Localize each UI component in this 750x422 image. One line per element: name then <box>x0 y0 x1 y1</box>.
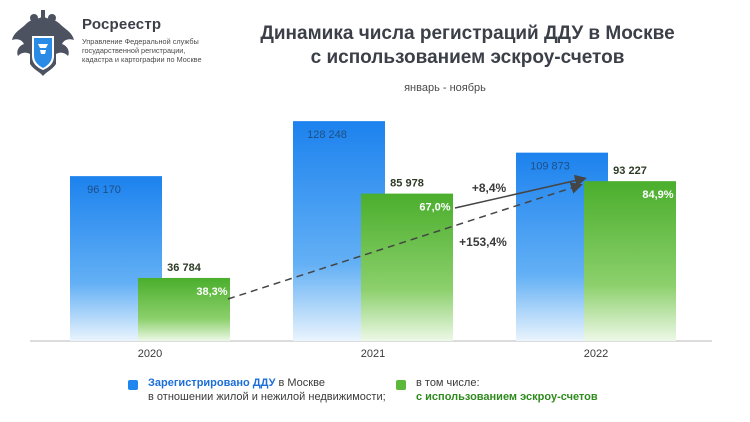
data-label-escrow-2021: 85 978 <box>390 178 424 190</box>
data-label-total-2021: 128 248 <box>307 129 347 141</box>
chart-title-line: с использованием эскроу-счетов <box>310 47 625 68</box>
chart-subtitle: январь - ноябрь <box>404 82 486 94</box>
legend-total-highlight: Зарегистрировано ДДУ <box>148 377 276 389</box>
annotation-total-growth: +8,4% <box>472 181 507 195</box>
chart-title-line: Динамика числа регистраций ДДУ в Москве <box>260 23 675 44</box>
legend-total: Зарегистрировано ДДУ в Москве в отношени… <box>128 376 386 404</box>
brand-subtitle-line: Управление Федеральной службы <box>82 37 199 46</box>
legend-swatch-blue <box>128 380 138 390</box>
brand-subtitle-line: кадастра и картографии по Москве <box>82 55 202 64</box>
legend-escrow: в том числе: с использованием эскроу-сче… <box>396 376 598 404</box>
legend-escrow-line1: в том числе: <box>416 377 480 389</box>
brand-subtitle-line: государственной регистрации, <box>82 46 186 55</box>
share-label-2021: 67,0% <box>419 202 450 214</box>
brand-block: Росреестр Управление Федеральной службы … <box>82 16 212 64</box>
annotation-escrow-growth: +153,4% <box>459 235 507 249</box>
x-tick-label-2020: 2020 <box>138 348 162 360</box>
trend-arrow-total <box>454 174 587 209</box>
data-label-escrow-2022: 93 227 <box>613 165 647 177</box>
chart-title: Динамика числа регистраций ДДУ в Москве … <box>240 22 695 70</box>
brand-subtitle: Управление Федеральной службы государств… <box>82 37 212 64</box>
data-label-escrow-2020: 36 784 <box>167 262 202 274</box>
rosreestr-emblem-icon <box>12 10 74 76</box>
bar-escrow-2022 <box>584 181 676 341</box>
share-label-2022: 84,9% <box>642 189 673 201</box>
data-label-total-2020: 96 170 <box>87 184 121 196</box>
x-tick-label-2021: 2021 <box>361 348 385 360</box>
legend-total-rest: в Москве <box>275 377 325 389</box>
legend-swatch-green <box>396 380 406 390</box>
share-label-2020: 38,3% <box>196 286 227 298</box>
trend-arrow-escrow <box>227 182 583 300</box>
legend-total-line2: в отношении жилой и нежилой недвижимости… <box>148 391 386 403</box>
data-label-total-2022: 109 873 <box>530 161 570 173</box>
legend-escrow-highlight: с использованием эскроу-счетов <box>416 391 598 403</box>
brand-name: Росреестр <box>82 16 162 33</box>
bar-escrow-2021 <box>361 193 453 341</box>
bar-escrow-2020 <box>138 277 230 341</box>
x-tick-label-2022: 2022 <box>584 348 608 360</box>
